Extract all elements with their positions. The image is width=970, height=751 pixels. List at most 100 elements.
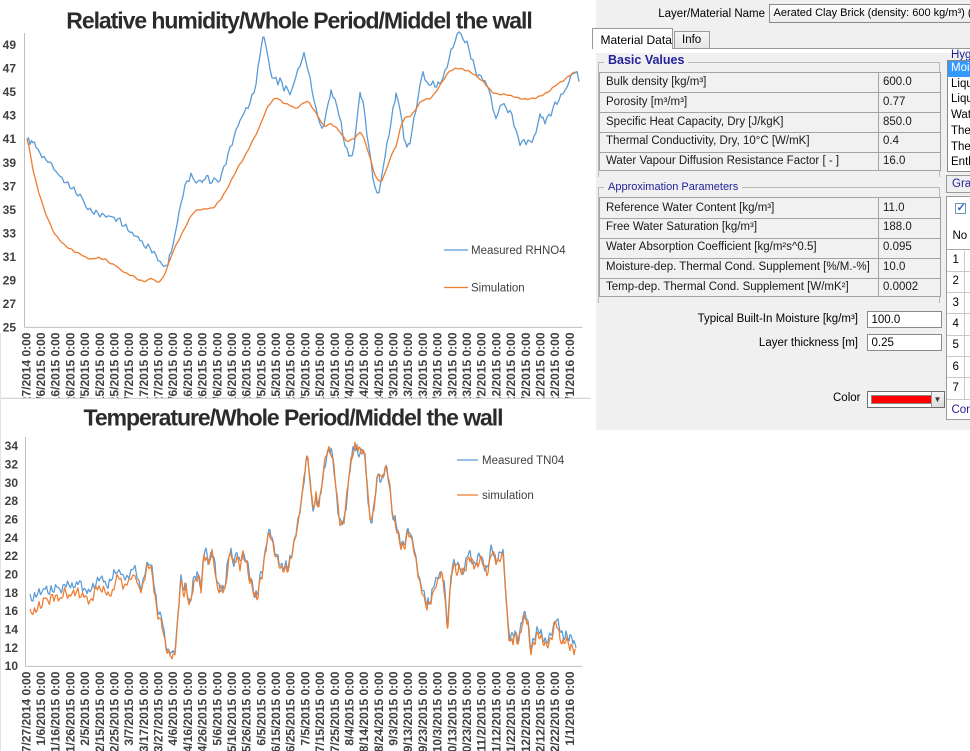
svg-text:2/25/2015 0:00: 2/25/2015 0:00 xyxy=(107,671,121,751)
svg-text:7/27/2014 0:00: 7/27/2014 0:00 xyxy=(19,332,33,413)
svg-text:6/15/2015 0:00: 6/15/2015 0:00 xyxy=(269,332,283,413)
svg-text:30: 30 xyxy=(5,476,19,490)
svg-text:37: 37 xyxy=(3,179,17,193)
svg-text:31: 31 xyxy=(3,250,17,264)
svg-text:6/5/2015 0:00: 6/5/2015 0:00 xyxy=(254,332,268,406)
svg-text:49: 49 xyxy=(3,38,17,52)
svg-text:1/1/2016 0:00: 1/1/2016 0:00 xyxy=(563,332,577,406)
svg-text:10/23/2015 0:00: 10/23/2015 0:00 xyxy=(460,671,474,751)
svg-text:11/22/2015 0:00: 11/22/2015 0:00 xyxy=(504,671,518,751)
svg-text:4/16/2015 0:00: 4/16/2015 0:00 xyxy=(181,332,195,413)
svg-text:9/13/2015 0:00: 9/13/2015 0:00 xyxy=(401,332,415,413)
svg-text:11/2/2015 0:00: 11/2/2015 0:00 xyxy=(475,671,489,751)
svg-text:2/15/2015 0:00: 2/15/2015 0:00 xyxy=(93,671,107,751)
svg-text:4/6/2015 0:00: 4/6/2015 0:00 xyxy=(166,671,180,745)
svg-text:1/6/2015 0:00: 1/6/2015 0:00 xyxy=(34,332,48,406)
svg-text:7/25/2015 0:00: 7/25/2015 0:00 xyxy=(328,671,342,751)
svg-text:8/14/2015 0:00: 8/14/2015 0:00 xyxy=(357,332,371,413)
svg-text:1/6/2015 0:00: 1/6/2015 0:00 xyxy=(34,671,48,745)
svg-text:1/16/2015 0:00: 1/16/2015 0:00 xyxy=(49,332,63,413)
svg-text:8/24/2015 0:00: 8/24/2015 0:00 xyxy=(372,671,386,751)
svg-text:1/16/2015 0:00: 1/16/2015 0:00 xyxy=(49,671,63,751)
svg-text:2/15/2015 0:00: 2/15/2015 0:00 xyxy=(93,332,107,413)
svg-text:4/16/2015 0:00: 4/16/2015 0:00 xyxy=(181,671,195,751)
svg-text:6/15/2015 0:00: 6/15/2015 0:00 xyxy=(269,671,283,751)
svg-text:11/12/2015 0:00: 11/12/2015 0:00 xyxy=(489,671,503,751)
svg-text:7/5/2015 0:00: 7/5/2015 0:00 xyxy=(298,671,312,745)
svg-text:3/17/2015 0:00: 3/17/2015 0:00 xyxy=(137,332,151,413)
svg-text:14: 14 xyxy=(5,623,19,637)
svg-text:7/25/2015 0:00: 7/25/2015 0:00 xyxy=(328,332,342,413)
svg-text:1/1/2016 0:00: 1/1/2016 0:00 xyxy=(563,671,577,745)
svg-text:3/27/2015 0:00: 3/27/2015 0:00 xyxy=(152,332,166,413)
svg-text:6/25/2015 0:00: 6/25/2015 0:00 xyxy=(284,671,298,751)
svg-text:12/12/2015 0:00: 12/12/2015 0:00 xyxy=(533,671,547,751)
svg-text:Measured RHNO4: Measured RHNO4 xyxy=(471,245,566,257)
svg-text:11/12/2015 0:00: 11/12/2015 0:00 xyxy=(489,332,503,419)
svg-text:4/26/2015 0:00: 4/26/2015 0:00 xyxy=(196,671,210,751)
svg-text:1/26/2015 0:00: 1/26/2015 0:00 xyxy=(63,332,77,413)
svg-text:3/27/2015 0:00: 3/27/2015 0:00 xyxy=(152,671,166,751)
svg-text:39: 39 xyxy=(3,156,17,170)
svg-text:7/5/2015 0:00: 7/5/2015 0:00 xyxy=(298,332,312,406)
svg-text:simulation: simulation xyxy=(482,490,534,502)
svg-text:16: 16 xyxy=(5,604,19,618)
svg-text:10/3/2015 0:00: 10/3/2015 0:00 xyxy=(431,332,445,413)
svg-text:35: 35 xyxy=(3,203,17,217)
svg-text:5/6/2015 0:00: 5/6/2015 0:00 xyxy=(210,332,224,406)
svg-text:10: 10 xyxy=(5,659,19,673)
svg-text:9/13/2015 0:00: 9/13/2015 0:00 xyxy=(401,671,415,751)
svg-text:22: 22 xyxy=(5,549,19,563)
svg-text:18: 18 xyxy=(5,586,19,600)
svg-text:10/23/2015 0:00: 10/23/2015 0:00 xyxy=(460,332,474,420)
svg-text:5/16/2015 0:00: 5/16/2015 0:00 xyxy=(225,332,239,413)
svg-text:45: 45 xyxy=(3,85,17,99)
svg-text:11/22/2015 0:00: 11/22/2015 0:00 xyxy=(504,332,518,419)
svg-text:Relative humidity/Whole Period: Relative humidity/Whole Period/Middel th… xyxy=(66,8,531,34)
svg-text:25: 25 xyxy=(3,320,17,334)
svg-text:12/2/2015 0:00: 12/2/2015 0:00 xyxy=(519,671,533,751)
svg-text:12: 12 xyxy=(5,641,19,655)
svg-text:43: 43 xyxy=(3,109,17,123)
svg-text:34: 34 xyxy=(5,439,19,453)
svg-text:Simulation: Simulation xyxy=(471,283,525,295)
svg-text:33: 33 xyxy=(3,226,17,240)
svg-text:27: 27 xyxy=(3,297,17,311)
svg-text:10/13/2015 0:00: 10/13/2015 0:00 xyxy=(445,671,459,751)
svg-text:29: 29 xyxy=(3,273,17,287)
svg-text:12/22/2015 0:00: 12/22/2015 0:00 xyxy=(548,671,562,751)
svg-text:9/23/2015 0:00: 9/23/2015 0:00 xyxy=(416,332,430,413)
svg-text:9/23/2015 0:00: 9/23/2015 0:00 xyxy=(416,671,430,751)
svg-text:12/12/2015 0:00: 12/12/2015 0:00 xyxy=(533,332,547,420)
svg-text:11/2/2015 0:00: 11/2/2015 0:00 xyxy=(475,332,489,412)
svg-text:9/3/2015 0:00: 9/3/2015 0:00 xyxy=(387,332,401,406)
svg-text:10/13/2015 0:00: 10/13/2015 0:00 xyxy=(445,332,459,420)
svg-text:3/7/2015 0:00: 3/7/2015 0:00 xyxy=(122,332,136,406)
svg-text:7/15/2015 0:00: 7/15/2015 0:00 xyxy=(313,671,327,751)
svg-text:3/17/2015 0:00: 3/17/2015 0:00 xyxy=(137,671,151,751)
svg-text:Temperature/Whole Period/Midde: Temperature/Whole Period/Middel the wall xyxy=(84,405,503,431)
svg-text:5/26/2015 0:00: 5/26/2015 0:00 xyxy=(240,332,254,413)
svg-text:5/26/2015 0:00: 5/26/2015 0:00 xyxy=(240,671,254,751)
svg-text:24: 24 xyxy=(5,531,19,545)
svg-text:8/24/2015 0:00: 8/24/2015 0:00 xyxy=(372,332,386,413)
svg-text:9/3/2015 0:00: 9/3/2015 0:00 xyxy=(387,671,401,745)
svg-text:3/7/2015 0:00: 3/7/2015 0:00 xyxy=(122,671,136,745)
svg-text:7/15/2015 0:00: 7/15/2015 0:00 xyxy=(313,332,327,413)
svg-text:32: 32 xyxy=(5,458,19,472)
svg-text:41: 41 xyxy=(3,132,17,146)
svg-text:20: 20 xyxy=(5,568,19,582)
svg-text:4/26/2015 0:00: 4/26/2015 0:00 xyxy=(196,332,210,413)
svg-text:28: 28 xyxy=(5,494,19,508)
svg-text:7/27/2014 0:00: 7/27/2014 0:00 xyxy=(19,671,33,751)
svg-text:6/25/2015 0:00: 6/25/2015 0:00 xyxy=(284,332,298,413)
svg-text:8/4/2015 0:00: 8/4/2015 0:00 xyxy=(343,671,357,745)
svg-text:4/6/2015 0:00: 4/6/2015 0:00 xyxy=(166,332,180,406)
svg-text:2/5/2015 0:00: 2/5/2015 0:00 xyxy=(78,332,92,406)
svg-text:8/4/2015 0:00: 8/4/2015 0:00 xyxy=(343,332,357,406)
svg-text:47: 47 xyxy=(3,62,17,76)
svg-text:5/6/2015 0:00: 5/6/2015 0:00 xyxy=(210,671,224,745)
svg-text:26: 26 xyxy=(5,513,19,527)
svg-text:8/14/2015 0:00: 8/14/2015 0:00 xyxy=(357,671,371,751)
svg-text:5/16/2015 0:00: 5/16/2015 0:00 xyxy=(225,671,239,751)
